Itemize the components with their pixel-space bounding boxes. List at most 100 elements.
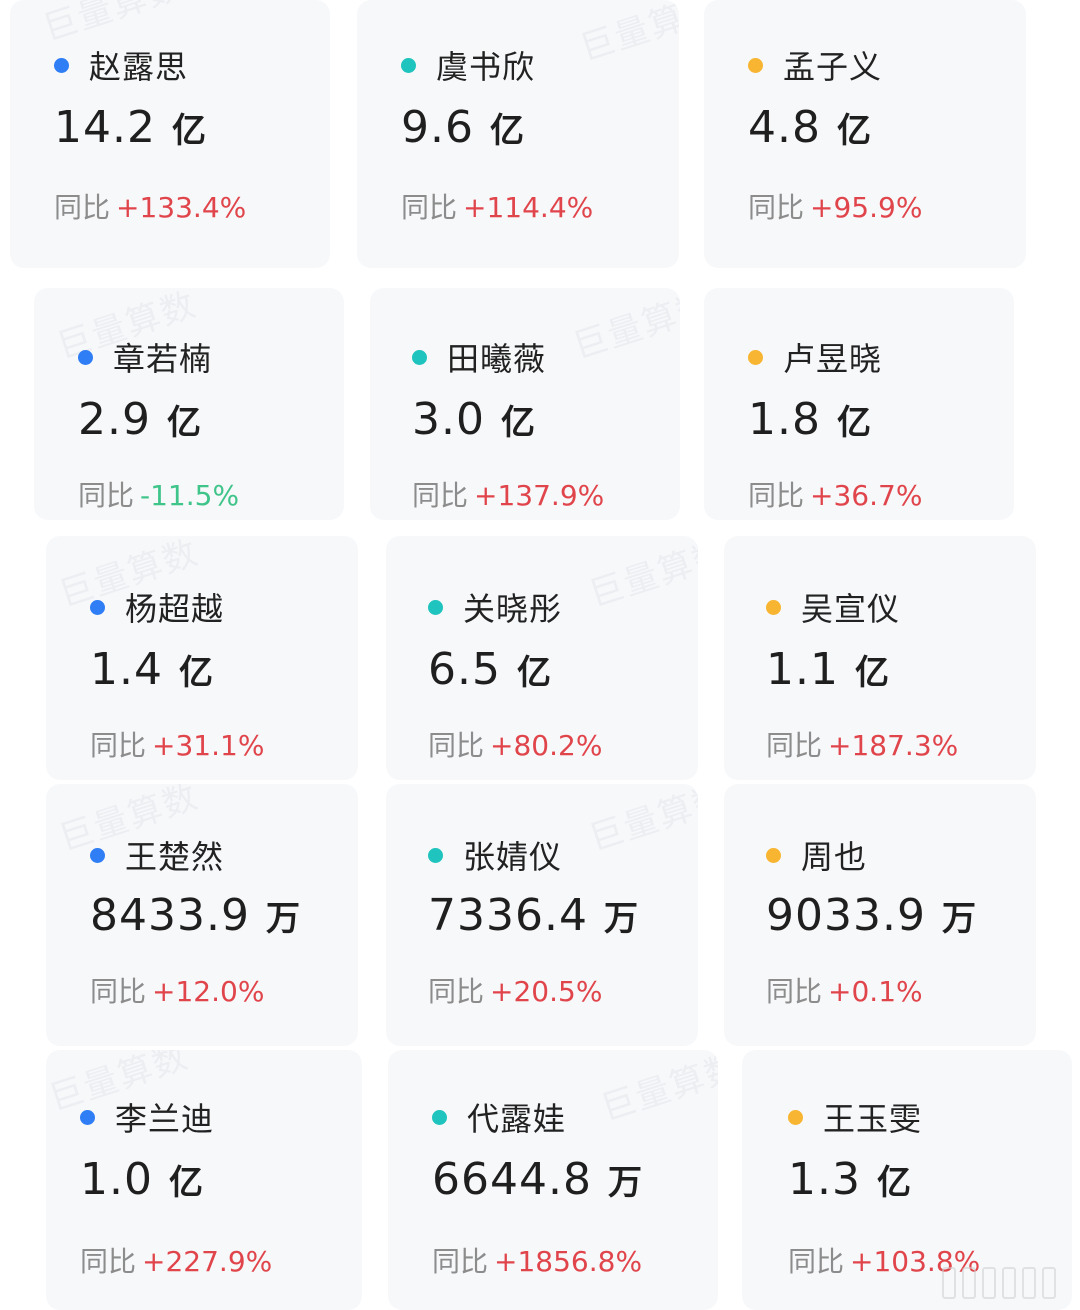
metric-value: 2.9 — [78, 394, 151, 445]
watermark: 巨量算数 — [575, 0, 679, 70]
artist-name: 周也 — [801, 838, 868, 876]
metric-value: 9033.9 — [766, 890, 926, 941]
yoy-label: 同比 — [766, 729, 823, 762]
yoy-label: 同比 — [432, 1245, 489, 1278]
artist-card[interactable]: 巨量算数 李兰迪 1.0 亿 同比 +227.9% — [46, 1050, 362, 1310]
series-dot — [78, 349, 93, 365]
artist-card[interactable]: 巨量算数 关晓彤 6.5 亿 同比 +80.2% — [386, 536, 698, 780]
series-dot — [401, 57, 416, 73]
metric-unit: 亿 — [836, 111, 871, 151]
yoy-change: +80.2% — [490, 729, 603, 762]
metric-unit: 亿 — [489, 111, 524, 151]
yoy-change: +12.0% — [152, 975, 265, 1008]
watermark: 巨量算数 — [596, 1050, 718, 1130]
metric-value: 3.0 — [412, 394, 485, 445]
yoy-label: 同比 — [54, 191, 111, 224]
artist-name: 代露娃 — [467, 1100, 567, 1138]
yoy-label: 同比 — [788, 1245, 845, 1278]
yoy-change: +1856.8% — [494, 1245, 643, 1278]
yoy-change: +187.3% — [828, 729, 959, 762]
yoy-label: 同比 — [748, 479, 805, 512]
yoy-label: 同比 — [78, 479, 135, 512]
artist-card[interactable]: 巨量算数 杨超越 1.4 亿 同比 +31.1% — [46, 536, 358, 780]
yoy-label: 同比 — [428, 729, 485, 762]
yoy-change: -11.5% — [140, 479, 240, 512]
metric-unit: 万 — [603, 899, 638, 939]
yoy-change: +137.9% — [474, 479, 605, 512]
yoy-change: +20.5% — [490, 975, 603, 1008]
yoy-change: +31.1% — [152, 729, 265, 762]
series-dot — [428, 599, 443, 615]
yoy-change: +103.8% — [850, 1245, 981, 1278]
artist-name: 赵露思 — [89, 48, 189, 86]
yoy-label: 同比 — [401, 191, 458, 224]
metric-unit: 亿 — [854, 653, 889, 693]
series-dot — [432, 1109, 447, 1125]
artist-name: 张婧仪 — [463, 838, 563, 876]
series-dot — [788, 1109, 803, 1125]
artist-name: 关晓彤 — [463, 590, 563, 628]
artist-card[interactable]: 巨量算数 张婧仪 7336.4 万 同比 +20.5% — [386, 784, 698, 1046]
yoy-change: +0.1% — [828, 975, 923, 1008]
yoy-change: +95.9% — [810, 191, 923, 224]
artist-card[interactable]: 巨量算数 王楚然 8433.9 万 同比 +12.0% — [46, 784, 358, 1046]
yoy-label: 同比 — [90, 975, 147, 1008]
metric-unit: 亿 — [836, 403, 871, 443]
platform-watermark-icon — [942, 1266, 1062, 1300]
series-dot — [766, 599, 781, 615]
metric-unit: 亿 — [166, 403, 201, 443]
metric-value: 1.1 — [766, 644, 839, 695]
artist-card[interactable]: 巨量算数 虞书欣 9.6 亿 同比 +114.4% — [357, 0, 679, 268]
metric-value: 6.5 — [428, 644, 501, 695]
artist-name: 卢昱晓 — [783, 340, 883, 378]
metric-unit: 万 — [607, 1163, 642, 1203]
series-dot — [90, 847, 105, 863]
watermark: 巨量算数 — [584, 784, 698, 860]
yoy-label: 同比 — [80, 1245, 137, 1278]
yoy-label: 同比 — [428, 975, 485, 1008]
yoy-change: +114.4% — [463, 191, 594, 224]
metric-value: 9.6 — [401, 102, 474, 153]
metric-value: 14.2 — [54, 102, 156, 153]
artist-card[interactable]: 巨量算数 章若楠 2.9 亿 同比 -11.5% — [34, 288, 344, 520]
series-dot — [54, 57, 69, 73]
artist-name: 孟子义 — [783, 48, 883, 86]
series-dot — [766, 847, 781, 863]
metric-value: 1.4 — [90, 644, 163, 695]
artist-name: 吴宣仪 — [801, 590, 901, 628]
artist-name: 虞书欣 — [436, 48, 536, 86]
metric-unit: 万 — [265, 899, 300, 939]
artist-card[interactable]: 巨量算数 代露娃 6644.8 万 同比 +1856.8% — [388, 1050, 718, 1310]
metric-value: 1.8 — [748, 394, 821, 445]
yoy-label: 同比 — [412, 479, 469, 512]
artist-name: 王楚然 — [125, 838, 225, 876]
metric-unit: 亿 — [168, 1163, 203, 1203]
artist-card[interactable]: 孟子义 4.8 亿 同比 +95.9% — [704, 0, 1026, 268]
artist-card[interactable]: 吴宣仪 1.1 亿 同比 +187.3% — [724, 536, 1036, 780]
metric-value: 1.0 — [80, 1154, 153, 1205]
metric-unit: 亿 — [516, 653, 551, 693]
artist-card[interactable]: 巨量算数 赵露思 14.2 亿 同比 +133.4% — [10, 0, 330, 268]
metric-value: 8433.9 — [90, 890, 250, 941]
metric-unit: 万 — [941, 899, 976, 939]
yoy-change: +36.7% — [810, 479, 923, 512]
yoy-change: +227.9% — [142, 1245, 273, 1278]
watermark: 巨量算数 — [584, 536, 698, 616]
metric-unit: 亿 — [876, 1163, 911, 1203]
series-dot — [748, 349, 763, 365]
artist-card[interactable]: 巨量算数 田曦薇 3.0 亿 同比 +137.9% — [370, 288, 680, 520]
artist-name: 田曦薇 — [447, 340, 547, 378]
artist-name: 章若楠 — [113, 340, 213, 378]
watermark: 巨量算数 — [568, 288, 680, 368]
artist-card[interactable]: 卢昱晓 1.8 亿 同比 +36.7% — [704, 288, 1014, 520]
metric-value: 6644.8 — [432, 1154, 592, 1205]
artist-name: 王玉雯 — [823, 1100, 923, 1138]
metric-unit: 亿 — [500, 403, 535, 443]
artist-card[interactable]: 周也 9033.9 万 同比 +0.1% — [724, 784, 1036, 1046]
artist-card[interactable]: 王玉雯 1.3 亿 同比 +103.8% — [742, 1050, 1072, 1310]
yoy-label: 同比 — [748, 191, 805, 224]
yoy-change: +133.4% — [116, 191, 247, 224]
yoy-label: 同比 — [90, 729, 147, 762]
series-dot — [90, 599, 105, 615]
